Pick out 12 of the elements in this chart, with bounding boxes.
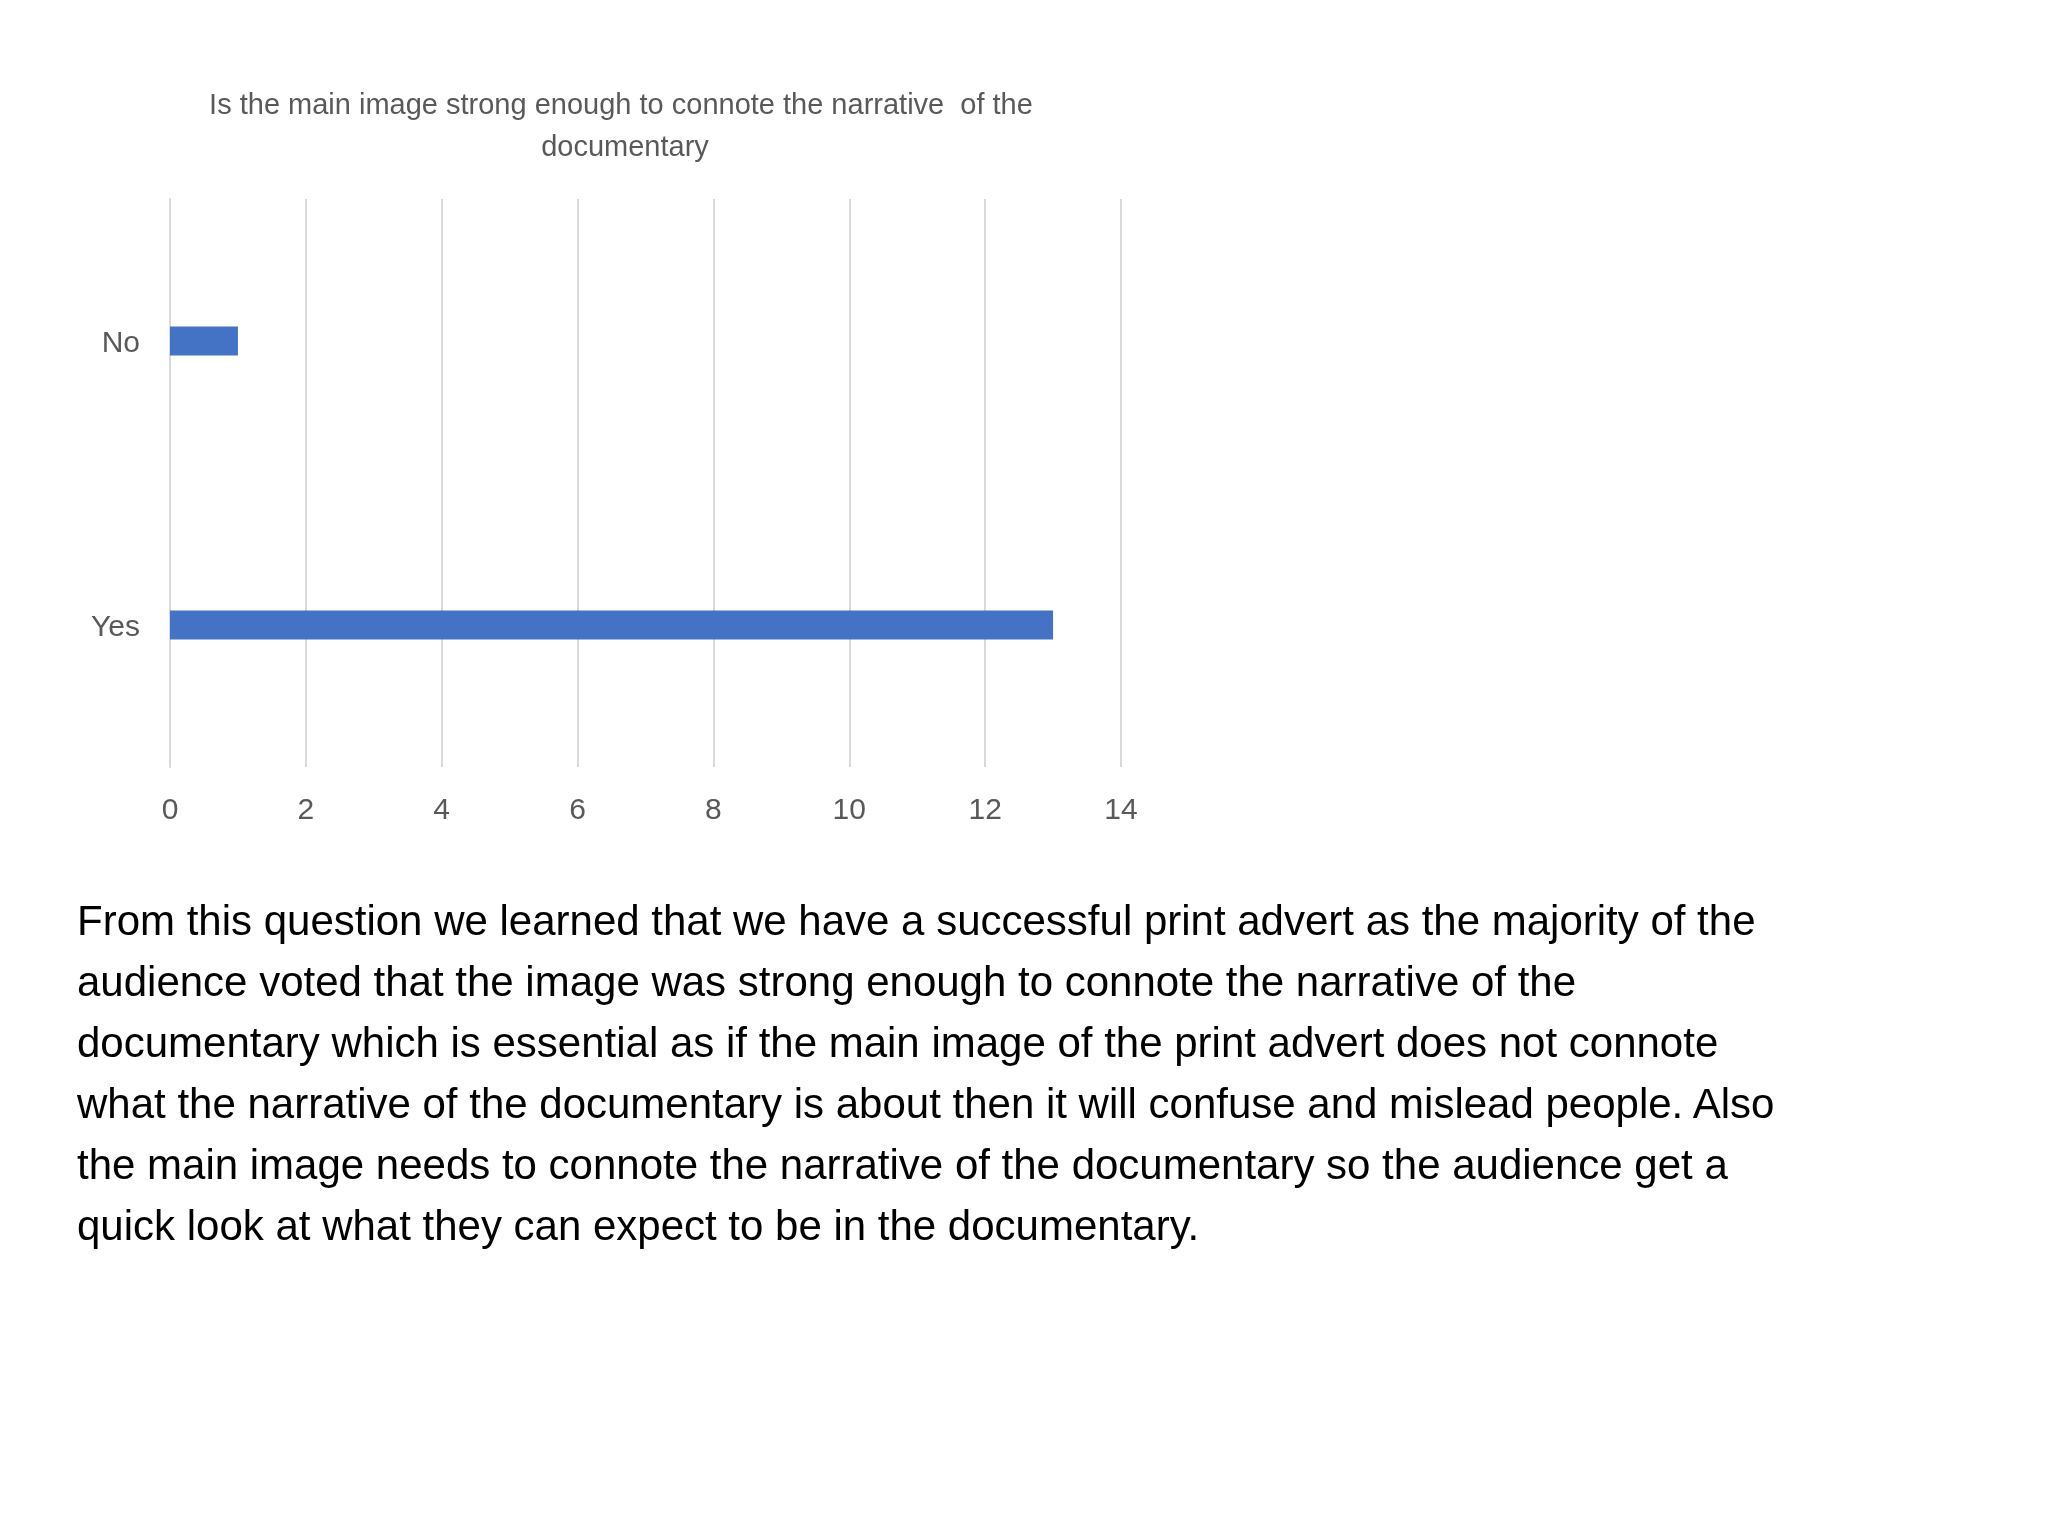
x-tick-label: 8 — [705, 791, 722, 825]
x-tick-label: 12 — [968, 791, 1002, 825]
text: From this question we learned that we have a successful print advert as the majority of the audience voted that the image was strong enough to connote the narrative of the documentary which is essential as if the main image of the print advert does not connote what the narrative of the documentary is about then it will confuse and mislead people. Also the main image needs to connote the narrative of the documentary so the audience get a quick look at what they can expect to be in the documentary. — [77, 896, 1776, 1251]
x-tick-label: 4 — [433, 791, 451, 825]
x-tick-label: 6 — [569, 791, 586, 825]
chart-title: Is the main image strong enough to connote the narrative of the documentary — [209, 88, 1041, 162]
y-tick-label: Yes — [91, 608, 140, 642]
y-tick-label: No — [101, 324, 140, 358]
x-tick-label: 14 — [1104, 791, 1138, 825]
x-tick-label: 0 — [161, 791, 179, 825]
x-tick-label: 2 — [297, 791, 315, 825]
x-tick-label: 10 — [832, 791, 866, 825]
